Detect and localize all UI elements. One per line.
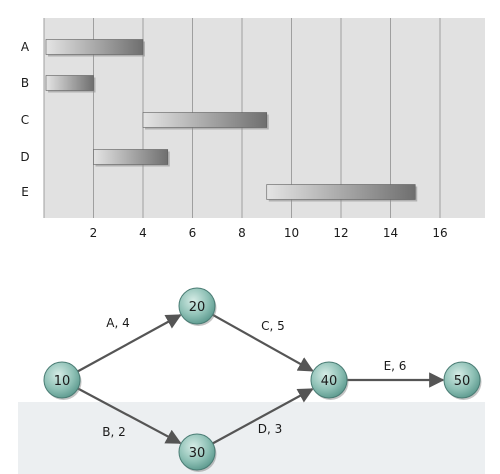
x-tick-label: 2 — [90, 226, 98, 240]
x-tick-label: 4 — [139, 226, 147, 240]
node-label: 40 — [321, 374, 338, 389]
node-30 — [178, 433, 216, 471]
network-nodes: 10 20 30 40 50 — [43, 287, 482, 472]
network-edges — [77, 313, 445, 445]
x-tick-label: 10 — [284, 226, 299, 240]
node-label: 50 — [454, 374, 471, 389]
arrow-n10-n30 — [77, 387, 182, 445]
x-tick-label: 6 — [189, 226, 197, 240]
x-tick-label: 8 — [238, 226, 246, 240]
gantt-chart: A B C D E 2 4 6 8 10 12 14 16 — [20, 18, 485, 240]
edge-labels: A, 4 B, 2 C, 5 D, 3 E, 6 — [102, 316, 406, 439]
node-10 — [43, 361, 81, 399]
bar-E — [266, 184, 416, 200]
x-tick-label: 12 — [333, 226, 348, 240]
edge-label: E, 6 — [384, 359, 407, 373]
task-label-E: E — [21, 185, 29, 199]
gantt-bars — [45, 39, 418, 202]
x-tick-label: 16 — [432, 226, 447, 240]
node-40 — [310, 361, 348, 399]
background-panel — [18, 402, 485, 474]
x-axis-ticks: 2 4 6 8 10 12 14 16 — [90, 226, 448, 240]
bar-A — [45, 39, 144, 55]
bar-C — [142, 112, 268, 128]
edge-label: C, 5 — [261, 319, 285, 333]
arrow-n10-n20 — [77, 314, 182, 373]
arrow-n30-n40 — [212, 388, 314, 445]
edge-label: B, 2 — [102, 425, 126, 439]
task-labels: A B C D E — [20, 40, 30, 199]
node-20 — [178, 287, 216, 325]
bar-D — [93, 149, 169, 165]
edge-label: A, 4 — [106, 316, 129, 330]
bar-B — [45, 75, 94, 91]
edge-label: D, 3 — [258, 422, 283, 436]
arrow-n20-n40 — [212, 313, 314, 372]
task-label-D: D — [20, 150, 29, 164]
task-label-A: A — [21, 40, 30, 54]
x-tick-label: 14 — [383, 226, 398, 240]
node-label: 10 — [54, 374, 71, 389]
node-50 — [443, 361, 481, 399]
task-label-B: B — [21, 76, 29, 90]
node-label: 30 — [189, 446, 206, 461]
activity-network: A, 4 B, 2 C, 5 D, 3 E, 6 10 20 30 40 50 — [18, 287, 485, 474]
task-label-C: C — [21, 113, 29, 127]
node-label: 20 — [189, 300, 206, 315]
